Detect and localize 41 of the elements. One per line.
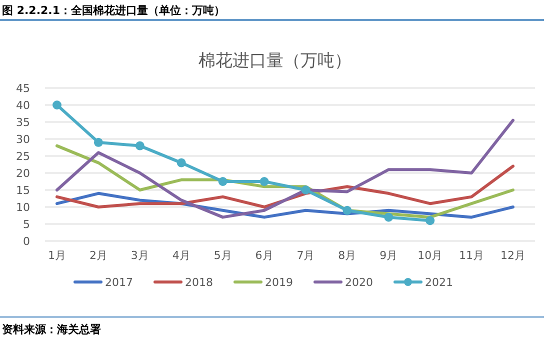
y-tick-label: 40 [16, 99, 30, 112]
line-series [56, 118, 514, 219]
y-tick-label: 10 [16, 201, 30, 214]
x-tick-label: 9月 [380, 249, 398, 262]
y-tick-label: 25 [16, 150, 30, 163]
x-tick-label: 8月 [338, 249, 356, 262]
x-tick-label: 12月 [500, 249, 526, 262]
point [301, 186, 310, 194]
legend-label: 2021 [425, 276, 453, 289]
point [94, 138, 103, 147]
point [384, 212, 394, 222]
x-tick-label: 3月 [130, 249, 149, 262]
x-tick-label: 2月 [89, 249, 108, 262]
legend-label: 2020 [345, 276, 373, 289]
point [260, 177, 269, 186]
x-tick-label: 10月 [418, 249, 443, 262]
y-tick-label: 20 [16, 167, 30, 180]
point [218, 177, 228, 186]
chart-title: 棉花进口量（万吨） [198, 51, 352, 71]
y-tick-label: 30 [16, 133, 30, 146]
x-tick-label: 6月 [255, 249, 274, 262]
x-tick-label: 4月 [172, 249, 190, 262]
point [176, 158, 186, 168]
y-tick-label: 0 [23, 235, 30, 248]
legend-label: 2019 [265, 276, 293, 289]
legend-label: 2018 [185, 276, 213, 289]
y-tick-label: 15 [16, 184, 30, 197]
point [52, 100, 62, 110]
text: 资料来源：海关总署 [2, 323, 101, 336]
x-tick-label: 1月 [48, 249, 66, 262]
point [342, 206, 352, 215]
x-tick-label: 5月 [214, 249, 232, 262]
x-tick-label: 7月 [296, 249, 315, 262]
y-tick-label: 5 [23, 218, 30, 231]
y-tick-label: 45 [16, 82, 30, 95]
point [426, 216, 435, 226]
x-tick-label: 11月 [459, 249, 484, 262]
y-tick-label: 35 [16, 116, 30, 129]
caption: 图 2.2.2.1：全国棉花进口量（单位：万吨） [2, 4, 225, 17]
point [135, 141, 144, 150]
legend-label: 2017 [105, 276, 133, 289]
